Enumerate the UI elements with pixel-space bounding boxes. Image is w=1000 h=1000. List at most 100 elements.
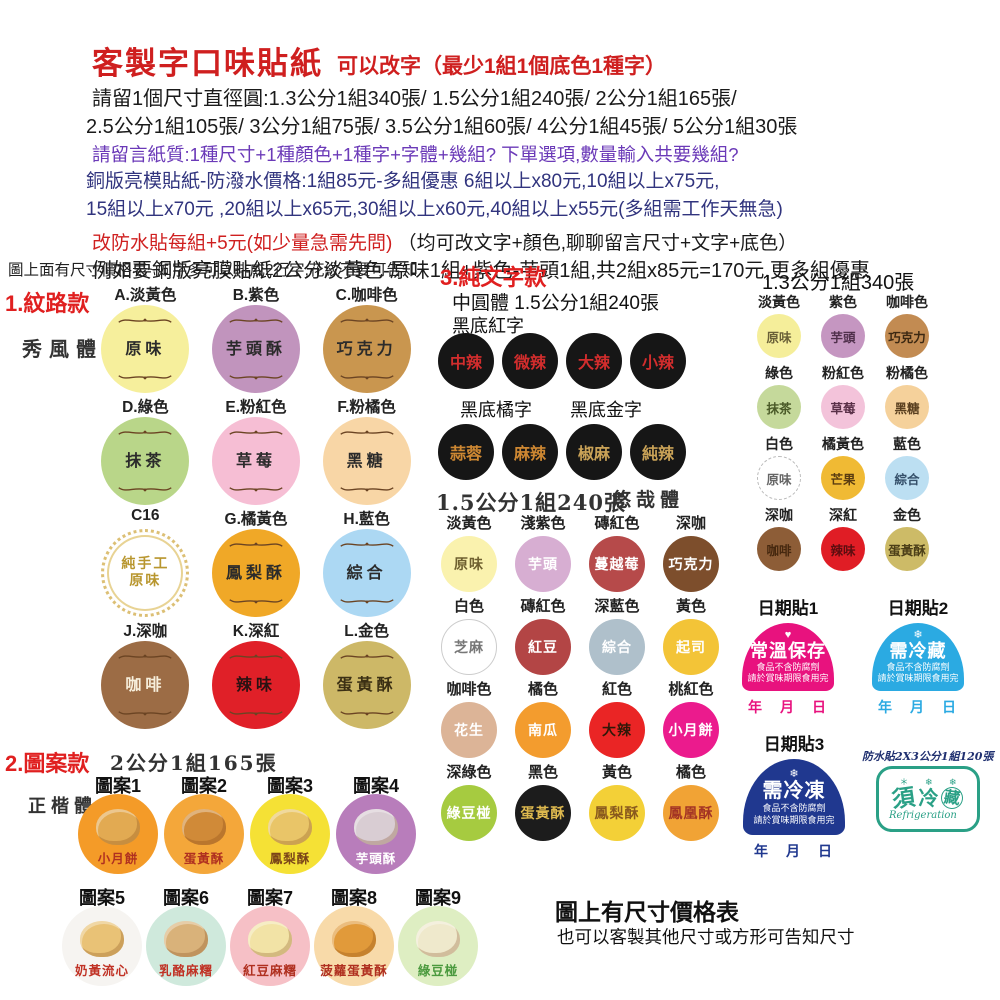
color-sticker: 磚紅色 紅豆 [508,595,578,675]
color-sticker-circle: 原味 [757,456,801,500]
color-sticker-circle: 辣味 [821,527,865,571]
char-cang: 藏 [940,785,965,811]
picture-sticker: 圖案7 紅豆麻糬 [228,884,312,986]
section3-title: 3.純文字款 [440,265,547,290]
color-sticker-circle: 芝麻 [441,619,497,675]
section2-row2: 圖案5 奶黃流心 圖案6 乳酪麻糬 圖案7 紅豆麻糬 [60,884,480,986]
black-sticker-row-2: 蒜蓉 麻辣 椒麻 純辣 [438,424,686,480]
pastry-image [248,921,292,957]
flavor-text: 綠豆椪 [417,963,459,978]
color-label: A.淡黃色 [114,287,177,304]
flavor-text: 草莓 [830,401,856,416]
price-tier-line-1: 銅版亮模貼紙-防潑水價格:1組85元-多組優惠 6組以上x80元,10組以上x7… [86,171,720,193]
pattern-sticker: A.淡黃色 原味 [94,283,197,393]
flavor-text: 黑糖 [346,451,387,470]
pattern-sticker-circle: 辣味 [211,641,300,729]
pattern-sticker-circle: 綜合 [322,529,411,617]
mid-size-title: 1.5公分1組240張 [436,490,626,515]
color-sticker-circle: 巧克力 [663,536,719,592]
flavor-text: 巧克力 [888,330,926,345]
black-sticker-circle: 蒜蓉 [438,424,494,480]
flourish-ornament-icon [339,599,394,604]
section3-subtitle: 中圓體 1.5公分1組240張 [452,293,659,314]
color-label: J.深咖 [123,623,168,640]
color-sticker: 橘色 南瓜 [508,678,578,758]
flavor-text: 咖啡 [125,675,166,694]
color-label: 白色 [765,436,793,452]
picture-sticker-circle: 綠豆椪 [398,906,478,986]
flavor-text: 蛋黃酥 [888,543,926,558]
color-sticker-circle: 蛋黃酥 [515,785,571,841]
pattern-sticker-circle: 鳳梨酥 [211,529,300,617]
flavor-text: 純手工 原味 [121,555,170,590]
color-sticker-circle: 大辣 [589,702,645,758]
pastry-image [96,809,140,845]
color-sticker-circle: 草莓 [821,385,865,429]
color-sticker: 淡黃色 原味 [748,292,810,358]
date-sticker: 日期貼2 ❄ 需冷藏 食品不含防腐劑 請於賞味期限食用完 年 月 日 [866,594,970,717]
pastry-image [268,809,312,845]
pattern-sticker: F.粉橘色 黑糖 [315,395,418,505]
pastry-image [354,809,398,845]
date-sticker-label: 日期貼2 [887,599,949,618]
color-label: 深咖 [765,507,793,523]
black-red-label: 黑底紅字 [452,316,524,336]
refrigeration-sticker: ＊ ❄ ❄ 須 冷 藏 Refrigeration [876,766,980,832]
picture-sticker: 圖案3 鳳梨酥 [248,772,332,874]
expiry-line: 請於賞味期限食用完 [877,673,959,684]
picture-sticker: 圖案1 小月餅 [76,772,160,874]
flavor-text: 純辣 [641,446,674,463]
pattern-number-label: 圖案7 [246,888,293,908]
section2-title: 2.圖案款 [5,751,90,776]
char-xu: 須 [890,783,918,813]
color-label: 深藍色 [594,598,640,615]
flourish-ornament-icon [229,375,283,380]
color-sticker: 白色 原味 [748,434,810,500]
flourish-ornament-icon [118,487,172,492]
flavor-text: 蛋黃酥 [183,851,225,866]
footer-line-1: 圖上有尺寸價格表 [555,899,739,925]
pattern-number-label: 圖案9 [414,888,461,908]
date-sticker-label: 日期貼1 [757,599,819,618]
color-sticker: 桃紅色 小月餅 [656,678,726,758]
pattern-sticker-circle: 咖啡 [101,641,190,729]
color-label: 橘色 [527,681,558,698]
color-label: 淡黃色 [446,515,492,532]
pattern-sticker: E.粉紅色 草莓 [205,395,308,505]
color-sticker-circle: 起司 [663,619,719,675]
color-sticker-circle: 黑糖 [885,385,929,429]
flourish-ornament-icon [229,599,283,604]
flavor-text: 辣味 [235,675,276,694]
color-sticker-circle: 綜合 [885,456,929,500]
black-sticker-row-1: 中辣 微辣 大辣 小辣 [438,333,686,389]
color-sticker: 淺紫色 芋頭 [508,512,578,592]
flavor-text: 奶黃流心 [74,963,129,978]
color-sticker-circle: 南瓜 [515,702,571,758]
color-label: 紫色 [829,294,857,310]
color-label: 粉紅色 [822,365,864,381]
page-subtitle: 可以改字（最少1組1個底色1種字） [337,55,667,78]
color-sticker: 紫色 芋頭 [812,292,874,358]
waterproof-detail: （均可改文字+顏色,聊聊留言尺寸+文字+底色） [397,232,798,254]
color-sticker: 黃色 鳳梨酥 [582,761,652,841]
flavor-text: 中辣 [449,355,482,372]
color-sticker-circle: 綠豆椪 [441,785,497,841]
header: 客製字口味貼紙 可以改字（最少1組1個底色1種字） 請留1個尺寸直徑圓:1.3公… [86,38,982,283]
flourish-ornament-icon [118,375,172,380]
color-label: E.粉紅色 [225,399,287,416]
right-column-title: 1.3公分1組340張 [762,272,915,294]
color-sticker: 綠色 抹茶 [748,363,810,429]
black-sticker-circle: 麻辣 [502,424,558,480]
color-label: 白色 [453,598,484,615]
pattern-sticker: B.紫色 芋頭酥 [205,283,308,393]
picture-sticker-circle: 鳳梨酥 [250,794,330,874]
color-sticker: 藍色 綜合 [876,434,938,500]
color-label: 深綠色 [446,764,492,781]
color-label: 淡黃色 [758,294,800,310]
refrigeration-script: Refrigeration [889,809,957,821]
section2-row1: 圖案1 小月餅 圖案2 蛋黃酥 圖案3 鳳梨酥 [76,772,418,874]
flourish-ornament-icon [229,487,283,492]
pastry-image [182,809,226,845]
pattern-number-label: 圖案1 [94,776,141,796]
flourish-ornament-icon [229,654,283,659]
